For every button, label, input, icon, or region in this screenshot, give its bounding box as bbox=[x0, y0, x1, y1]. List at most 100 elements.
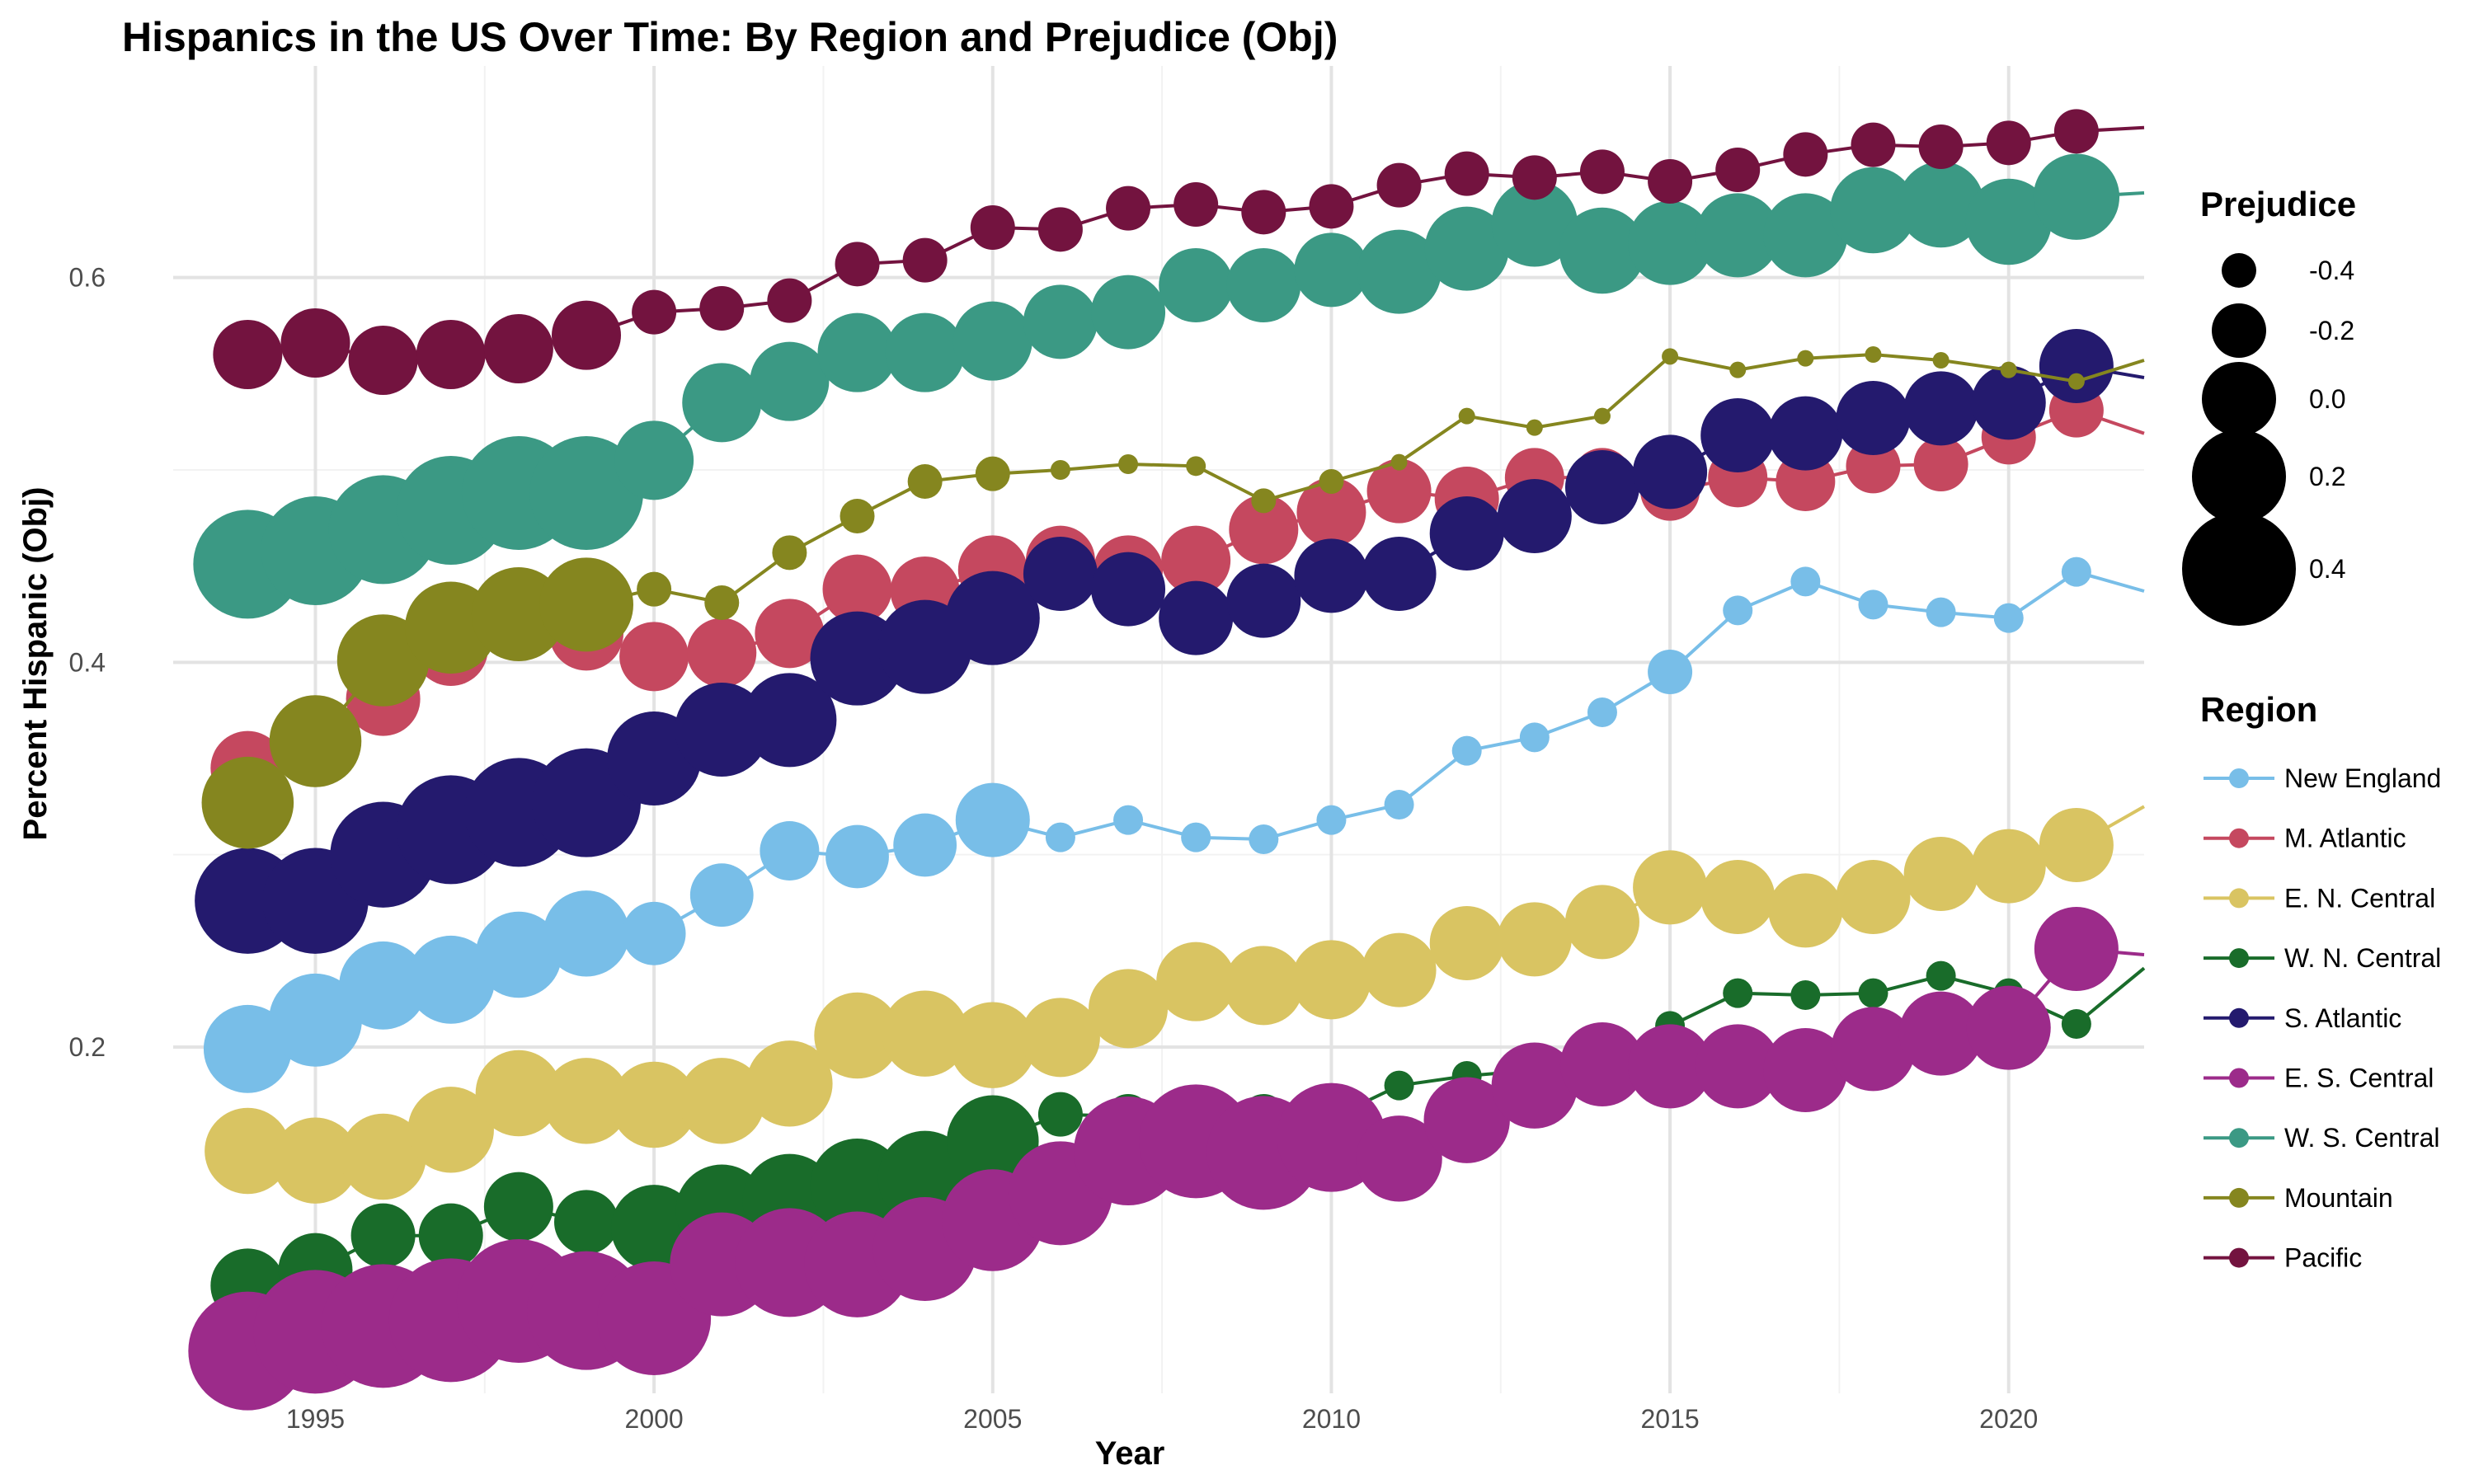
data-point bbox=[1224, 946, 1304, 1026]
data-point bbox=[1903, 371, 1978, 446]
x-tick-label: 2005 bbox=[963, 1404, 1022, 1434]
data-point bbox=[885, 312, 965, 392]
data-point bbox=[543, 890, 630, 977]
data-point bbox=[1294, 538, 1369, 613]
size-legend-key bbox=[2192, 430, 2286, 524]
data-point bbox=[1091, 552, 1166, 627]
data-point bbox=[1309, 184, 1354, 229]
data-point bbox=[1858, 978, 1888, 1008]
color-legend-key bbox=[2229, 1068, 2249, 1088]
data-point bbox=[1932, 352, 1950, 369]
data-point bbox=[1903, 837, 1978, 911]
data-point bbox=[340, 1113, 426, 1200]
data-point bbox=[772, 535, 807, 571]
data-point bbox=[1993, 603, 2024, 633]
data-point bbox=[1512, 155, 1557, 200]
data-point bbox=[760, 821, 820, 881]
data-point bbox=[1497, 479, 1572, 553]
data-point bbox=[1491, 181, 1578, 267]
size-legend-label: 0.4 bbox=[2309, 554, 2345, 584]
x-axis-title: Year bbox=[1095, 1435, 1165, 1472]
data-point bbox=[825, 824, 889, 889]
data-point bbox=[1648, 650, 1693, 694]
data-point bbox=[882, 990, 968, 1077]
data-point bbox=[475, 1050, 562, 1137]
data-point bbox=[1790, 980, 1821, 1010]
data-point bbox=[1249, 824, 1279, 854]
data-point bbox=[750, 341, 830, 421]
size-legend-label: -0.2 bbox=[2309, 316, 2354, 345]
data-point bbox=[689, 863, 754, 928]
data-point bbox=[1783, 132, 1828, 177]
data-point bbox=[1526, 419, 1543, 436]
data-point bbox=[1926, 597, 1956, 627]
data-point bbox=[348, 326, 418, 395]
data-point bbox=[2061, 556, 2091, 587]
series-group bbox=[193, 153, 2145, 619]
data-point bbox=[1118, 454, 1139, 474]
data-point bbox=[893, 813, 957, 877]
axis-layer: 1995 2000 2005 2010 2015 2020 0.2 0.4 0.6 bbox=[69, 263, 2039, 1434]
series-group bbox=[188, 907, 2145, 1411]
size-legend-key bbox=[2202, 362, 2276, 436]
data-point bbox=[1020, 998, 1100, 1078]
data-point bbox=[1497, 902, 1572, 977]
data-point bbox=[687, 618, 757, 688]
data-point bbox=[1579, 149, 1625, 195]
data-point bbox=[543, 1058, 630, 1144]
data-point bbox=[767, 278, 812, 323]
data-point bbox=[407, 1087, 494, 1173]
data-point bbox=[1768, 396, 1843, 471]
x-tick-label: 2000 bbox=[625, 1404, 684, 1434]
data-point bbox=[1037, 207, 1083, 252]
data-point bbox=[949, 1002, 1036, 1088]
data-point bbox=[539, 557, 633, 652]
data-point bbox=[1830, 167, 1917, 254]
data-point bbox=[1357, 229, 1442, 314]
color-legend-label: M. Atlantic bbox=[2284, 824, 2406, 853]
data-point bbox=[1587, 697, 1617, 727]
data-point bbox=[1362, 537, 1437, 611]
data-point bbox=[416, 320, 486, 389]
data-point bbox=[1023, 537, 1098, 611]
data-point bbox=[1037, 1092, 1083, 1137]
data-point bbox=[1159, 248, 1234, 322]
data-point bbox=[1229, 495, 1299, 565]
data-point bbox=[2039, 329, 2114, 403]
color-legend-title: Region bbox=[2200, 690, 2317, 729]
data-point bbox=[1797, 350, 1814, 367]
data-point bbox=[418, 1203, 483, 1268]
data-point bbox=[1458, 407, 1475, 425]
data-point bbox=[704, 585, 740, 620]
data-point bbox=[1898, 991, 1983, 1076]
data-point bbox=[1729, 361, 1747, 378]
data-point bbox=[907, 464, 943, 499]
data-point bbox=[1156, 942, 1236, 1021]
data-point bbox=[1836, 860, 1911, 934]
color-legend-label: Mountain bbox=[2284, 1183, 2393, 1213]
data-point bbox=[205, 1107, 291, 1195]
data-point bbox=[1429, 496, 1504, 571]
data-point bbox=[2067, 373, 2085, 390]
data-point bbox=[1429, 906, 1504, 980]
data-point bbox=[1926, 960, 1956, 991]
data-point bbox=[1384, 790, 1414, 819]
data-point bbox=[1763, 193, 1848, 278]
color-legend-label: E. N. Central bbox=[2284, 883, 2435, 913]
data-point bbox=[1291, 940, 1371, 1020]
data-point bbox=[1715, 148, 1761, 192]
x-tick-label: 2015 bbox=[1640, 1404, 1699, 1434]
data-point bbox=[339, 941, 428, 1030]
legend-layer: Prejudice Region -0.4 -0.2 0.0 0.2 0.4 New En… bbox=[2182, 185, 2441, 1273]
data-point bbox=[1723, 978, 1753, 1008]
x-tick-label: 1995 bbox=[286, 1404, 345, 1434]
data-point bbox=[1836, 381, 1911, 455]
data-point bbox=[1241, 190, 1286, 235]
size-legend-label: -0.4 bbox=[2309, 256, 2354, 285]
data-point bbox=[1319, 469, 1344, 494]
size-legend-key bbox=[2182, 512, 2296, 626]
data-point bbox=[1316, 805, 1347, 835]
data-point bbox=[1045, 822, 1075, 852]
data-point bbox=[1294, 232, 1369, 308]
